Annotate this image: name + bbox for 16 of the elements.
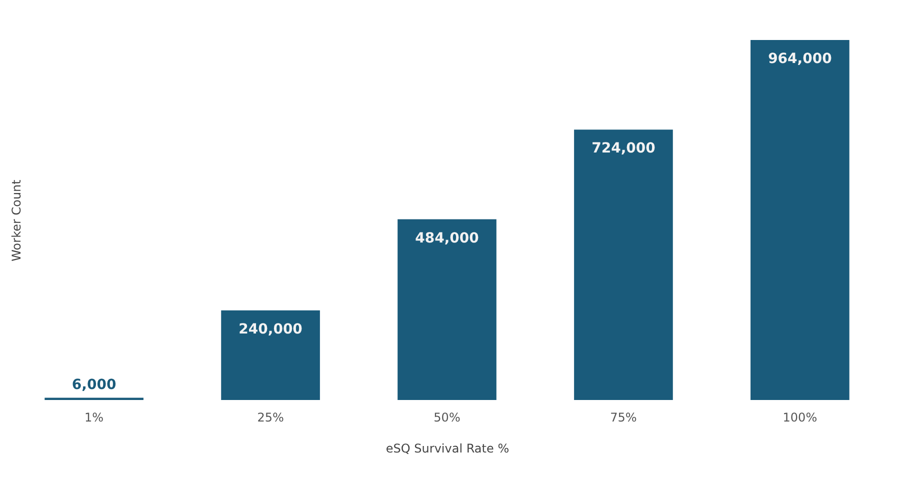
bar [574,130,673,400]
data-label: 724,000 [592,140,656,157]
x-tick-label: 1% [84,410,104,424]
x-tick-label: 50% [434,410,460,424]
data-label: 964,000 [768,51,832,67]
x-tick-label: 25% [257,410,284,424]
x-tick-label: 75% [610,410,637,424]
data-label: 484,000 [415,230,480,246]
x-tick-label: 100% [782,410,818,424]
data-label: 6,000 [72,376,116,393]
y-axis-title: Worker Count [10,179,24,262]
x-axis-title: eSQ Survival Rate % [386,442,510,456]
bar [221,310,320,400]
bar [398,219,496,400]
bar [750,40,850,400]
data-label: 240,000 [238,321,303,338]
